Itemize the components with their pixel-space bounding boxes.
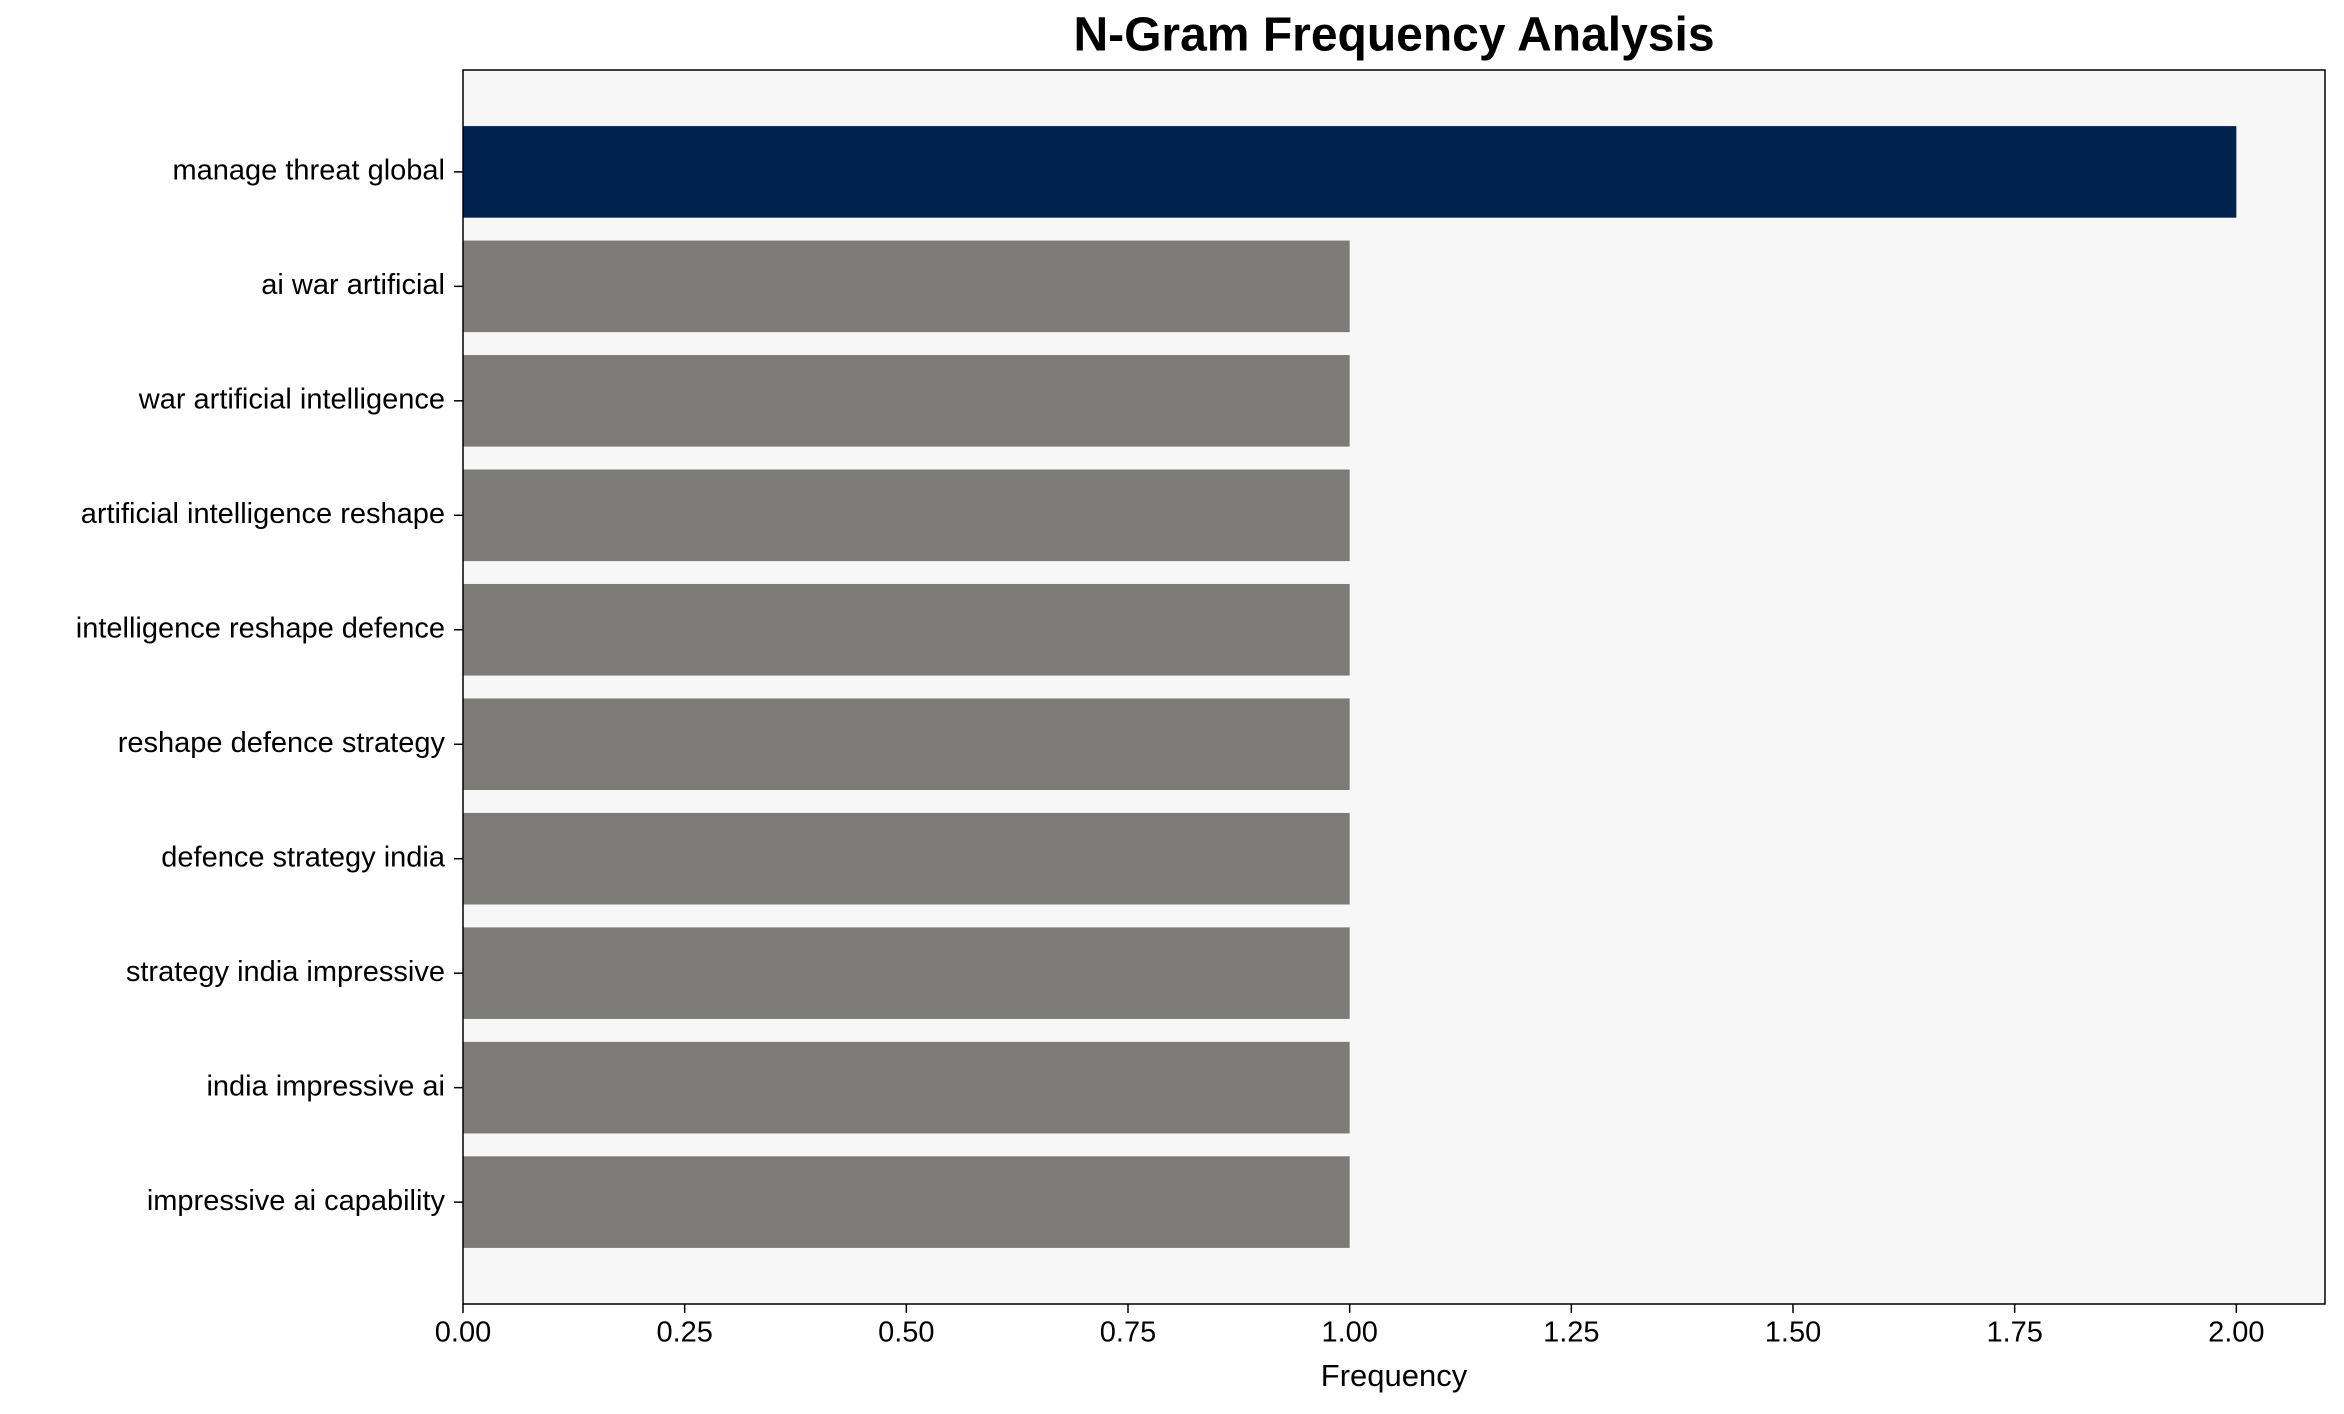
plot-frame	[462, 69, 2326, 1305]
y-tick-label: impressive ai capability	[147, 1185, 446, 1217]
bar	[463, 812, 1350, 905]
y-tick-label: strategy india impressive	[126, 956, 445, 988]
bar	[463, 927, 1350, 1019]
x-tick-label: 0.50	[878, 1317, 934, 1349]
y-tick-label: reshape defence strategy	[118, 727, 446, 759]
bar	[463, 583, 1350, 676]
bar	[463, 698, 1350, 791]
bar	[463, 469, 1350, 562]
y-tick-label: intelligence reshape defence	[76, 612, 445, 644]
x-tick-label: 0.75	[1100, 1317, 1156, 1349]
y-tick-label: war artificial intelligence	[138, 383, 445, 415]
x-tick-label: 1.25	[1543, 1317, 1599, 1349]
bar	[463, 240, 1350, 333]
x-tick-label: 2.00	[2208, 1317, 2264, 1349]
x-axis-label: Frequency	[1321, 1358, 1468, 1393]
x-tick-label: 1.50	[1765, 1317, 1821, 1349]
bar	[463, 126, 2237, 218]
x-tick-label: 0.00	[435, 1317, 491, 1349]
y-tick-label: india impressive ai	[206, 1070, 445, 1102]
y-tick-label: manage threat global	[173, 155, 445, 187]
bar	[463, 1156, 1350, 1248]
bar	[463, 1041, 1350, 1134]
bar	[463, 355, 1350, 447]
y-tick-label: ai war artificial	[261, 269, 445, 301]
chart-title: N-Gram Frequency Analysis	[1073, 9, 1714, 62]
x-tick-label: 1.75	[1986, 1317, 2042, 1349]
x-tick-label: 0.25	[656, 1317, 712, 1349]
y-tick-label: defence strategy india	[161, 841, 446, 873]
y-tick-label: artificial intelligence reshape	[81, 498, 445, 530]
x-tick-label: 1.00	[1321, 1317, 1377, 1349]
